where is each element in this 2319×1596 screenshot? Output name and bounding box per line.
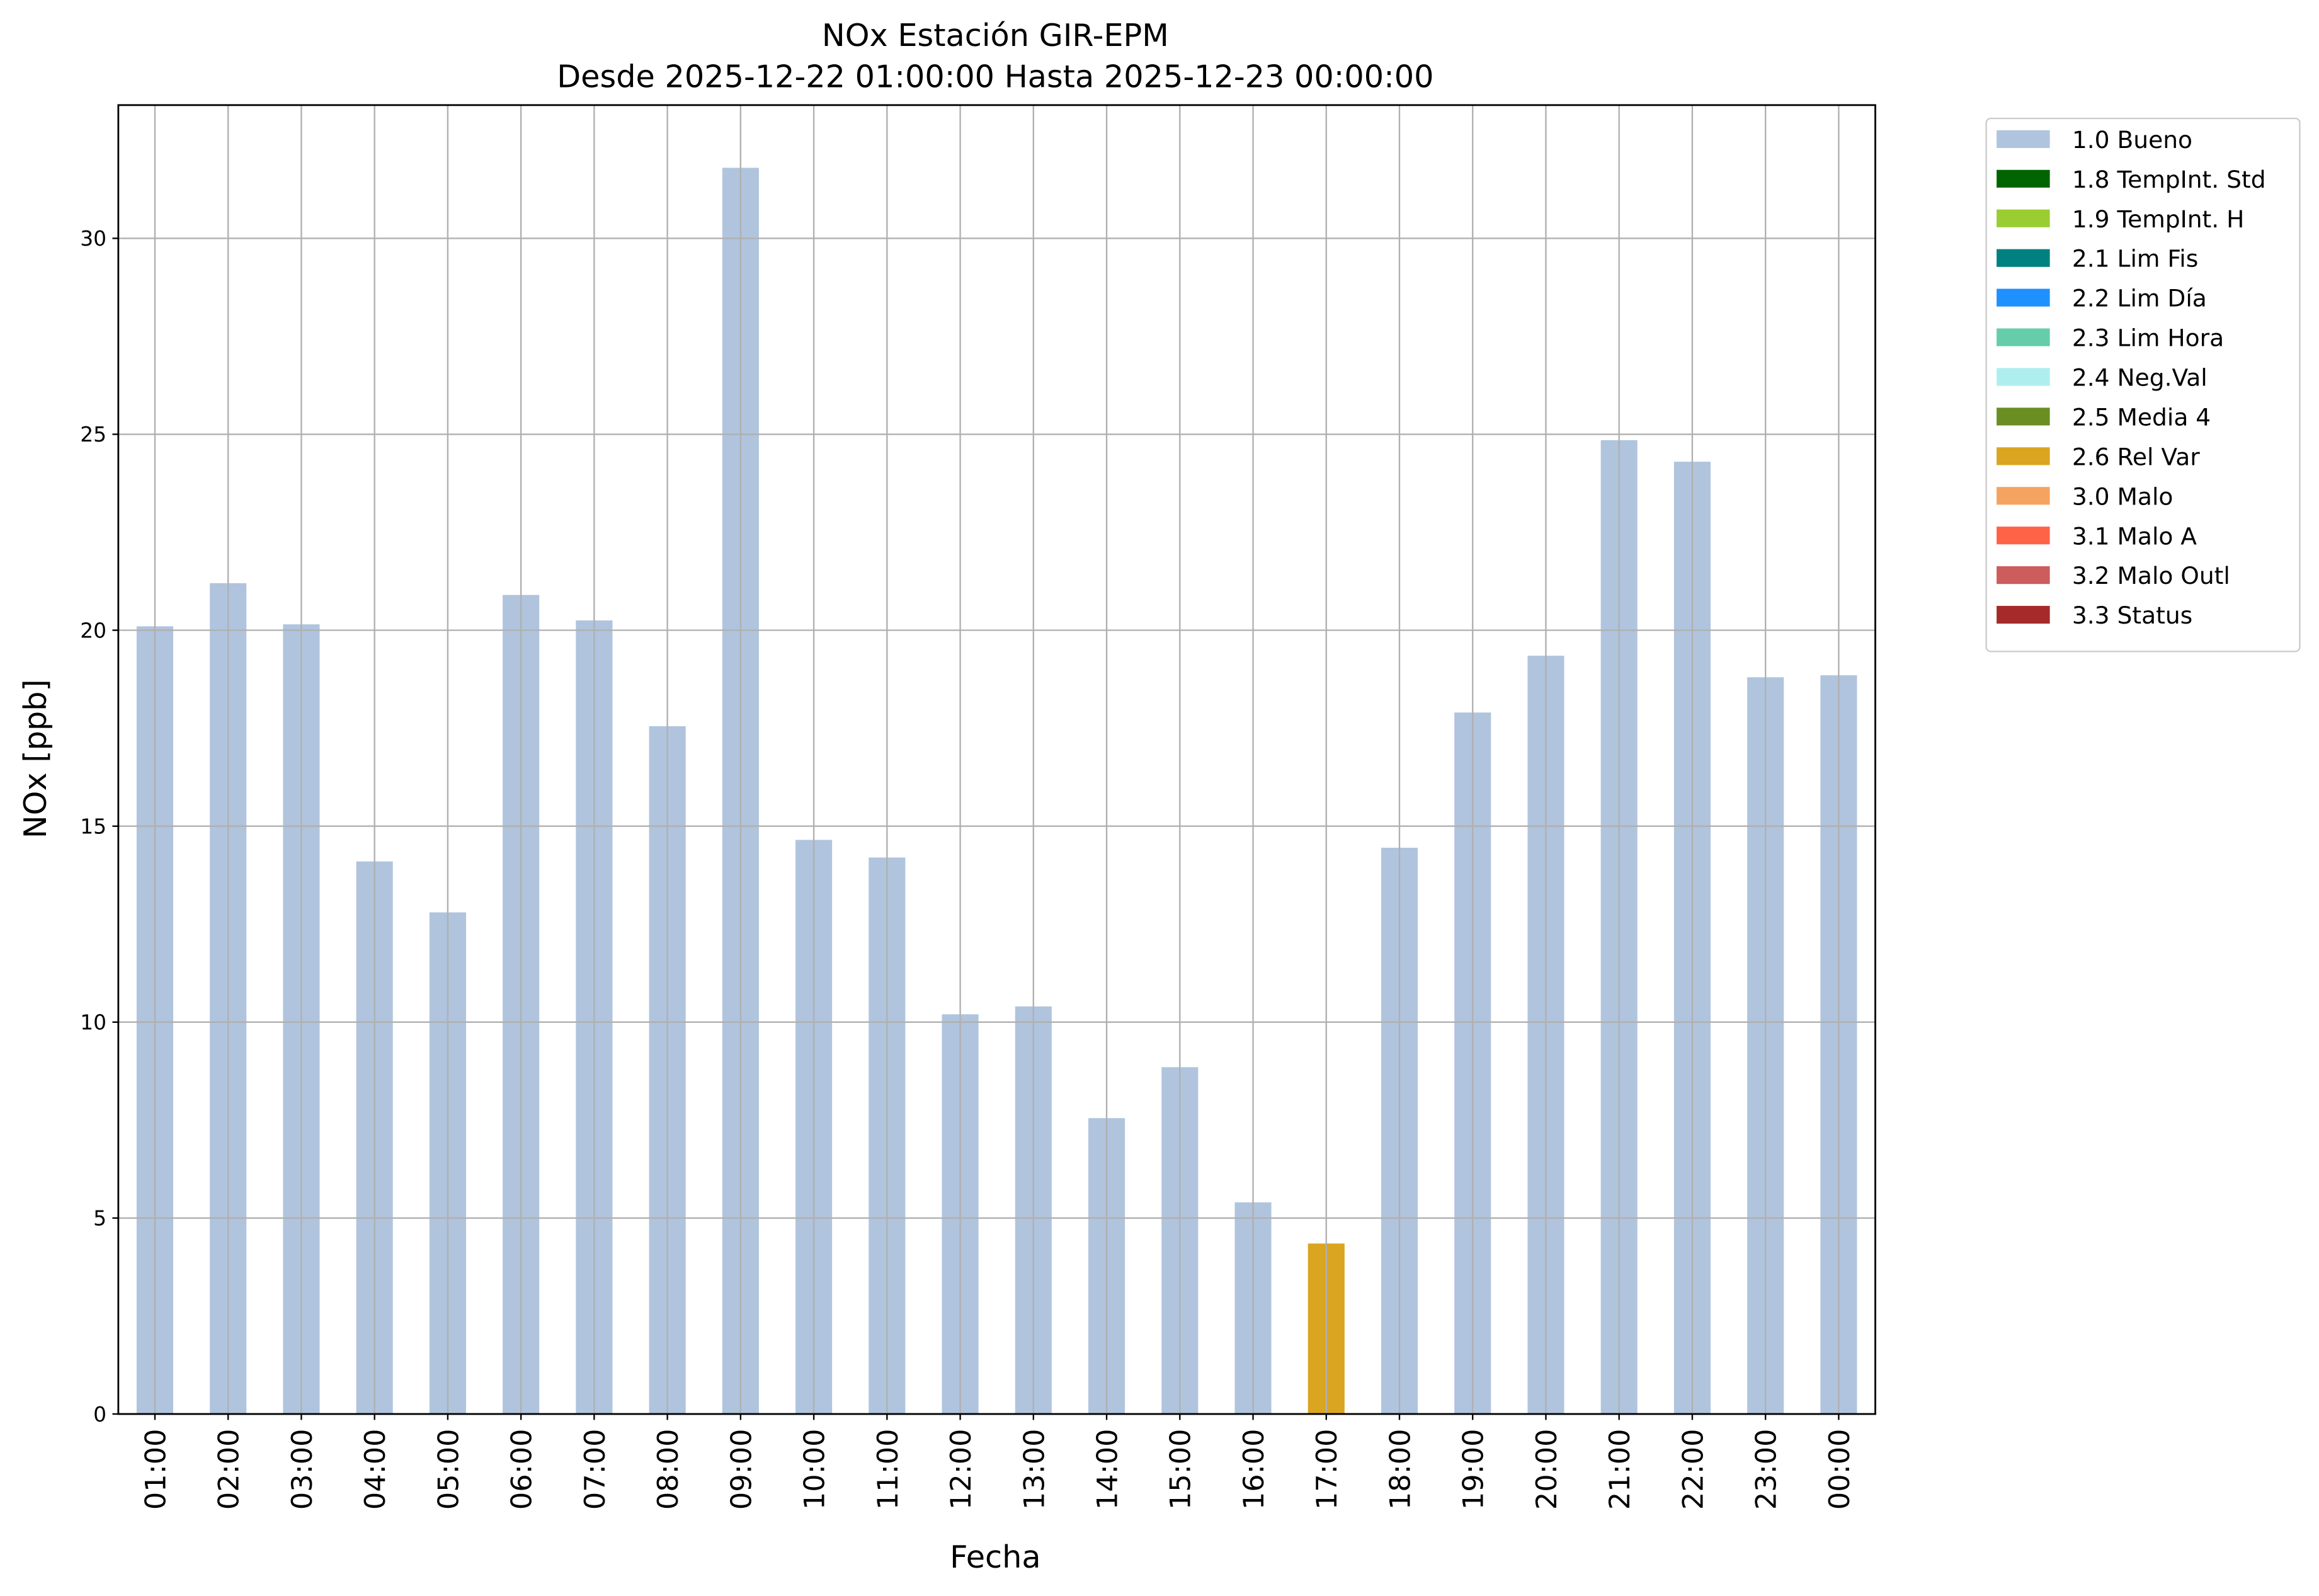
x-tick-label: 07:00 bbox=[579, 1429, 612, 1510]
x-tick-label: 16:00 bbox=[1238, 1429, 1270, 1510]
legend-swatch bbox=[1997, 130, 2050, 148]
legend-swatch bbox=[1997, 487, 2050, 505]
legend-label: 2.2 Lim Día bbox=[2072, 285, 2207, 312]
legend-swatch bbox=[1997, 288, 2050, 307]
x-tick-label: 19:00 bbox=[1457, 1429, 1490, 1510]
y-tick-label: 20 bbox=[80, 618, 106, 642]
legend-swatch bbox=[1997, 605, 2050, 624]
x-tick-label: 00:00 bbox=[1823, 1429, 1856, 1510]
x-tick-label: 03:00 bbox=[286, 1429, 319, 1510]
legend-label: 3.1 Malo A bbox=[2072, 522, 2197, 550]
legend-label: 3.2 Malo Outl bbox=[2072, 562, 2230, 590]
y-tick-label: 15 bbox=[80, 814, 106, 838]
x-tick-label: 13:00 bbox=[1018, 1429, 1051, 1510]
y-tick-label: 0 bbox=[93, 1402, 106, 1427]
x-tick-label: 18:00 bbox=[1384, 1429, 1416, 1510]
x-tick-label: 09:00 bbox=[725, 1429, 758, 1510]
x-tick-label: 23:00 bbox=[1750, 1429, 1783, 1510]
y-tick-label: 30 bbox=[80, 226, 106, 251]
legend-swatch bbox=[1997, 328, 2050, 346]
legend-label: 2.6 Rel Var bbox=[2072, 443, 2200, 470]
legend-swatch bbox=[1997, 408, 2050, 426]
plot-frame bbox=[117, 104, 1876, 1415]
x-axis-label: Fecha bbox=[950, 1539, 1041, 1575]
legend-swatch bbox=[1997, 249, 2050, 267]
legend-box bbox=[1985, 117, 2301, 653]
x-tick-label: 06:00 bbox=[506, 1429, 538, 1510]
legend-label: 2.1 Lim Fis bbox=[2072, 245, 2198, 273]
legend-swatch bbox=[1997, 169, 2050, 188]
x-tick-label: 05:00 bbox=[432, 1429, 465, 1510]
x-tick-label: 20:00 bbox=[1530, 1429, 1563, 1510]
x-tick-label: 04:00 bbox=[359, 1429, 392, 1510]
x-tick-label: 02:00 bbox=[213, 1429, 246, 1510]
legend-label: 2.5 Media 4 bbox=[2072, 403, 2211, 431]
x-tick-label: 11:00 bbox=[872, 1429, 904, 1510]
legend-swatch bbox=[1997, 368, 2050, 386]
x-tick-label: 12:00 bbox=[945, 1429, 977, 1510]
legend-label: 1.0 Bueno bbox=[2072, 126, 2192, 154]
y-tick-label: 25 bbox=[80, 422, 106, 447]
chart-title: NOx Estación GIR-EPM bbox=[822, 17, 1169, 54]
chart-subtitle: Desde 2025-12-22 01:00:00 Hasta 2025-12-… bbox=[557, 59, 1433, 95]
x-tick-label: 10:00 bbox=[799, 1429, 831, 1510]
legend-label: 3.0 Malo bbox=[2072, 482, 2174, 510]
x-tick-label: 08:00 bbox=[652, 1429, 685, 1510]
legend-label: 1.8 TempInt. Std bbox=[2072, 166, 2266, 193]
x-tick-label: 01:00 bbox=[139, 1429, 172, 1510]
legend-label: 3.3 Status bbox=[2072, 601, 2192, 629]
legend-label: 2.4 Neg.Val bbox=[2072, 364, 2208, 392]
x-tick-label: 22:00 bbox=[1677, 1429, 1709, 1510]
legend-swatch bbox=[1997, 209, 2050, 227]
x-tick-label: 21:00 bbox=[1604, 1429, 1636, 1510]
x-tick-label: 15:00 bbox=[1165, 1429, 1197, 1510]
x-tick-label: 14:00 bbox=[1091, 1429, 1124, 1510]
legend-swatch bbox=[1997, 566, 2050, 584]
legend-swatch bbox=[1997, 527, 2050, 545]
legend-label: 1.9 TempInt. H bbox=[2072, 205, 2245, 233]
y-axis-label: NOx [ppb] bbox=[17, 679, 54, 838]
legend-label: 2.3 Lim Hora bbox=[2072, 324, 2224, 352]
legend-swatch bbox=[1997, 447, 2050, 465]
y-tick-label: 5 bbox=[93, 1206, 106, 1231]
x-tick-label: 17:00 bbox=[1311, 1429, 1343, 1510]
y-tick-label: 10 bbox=[80, 1010, 106, 1035]
